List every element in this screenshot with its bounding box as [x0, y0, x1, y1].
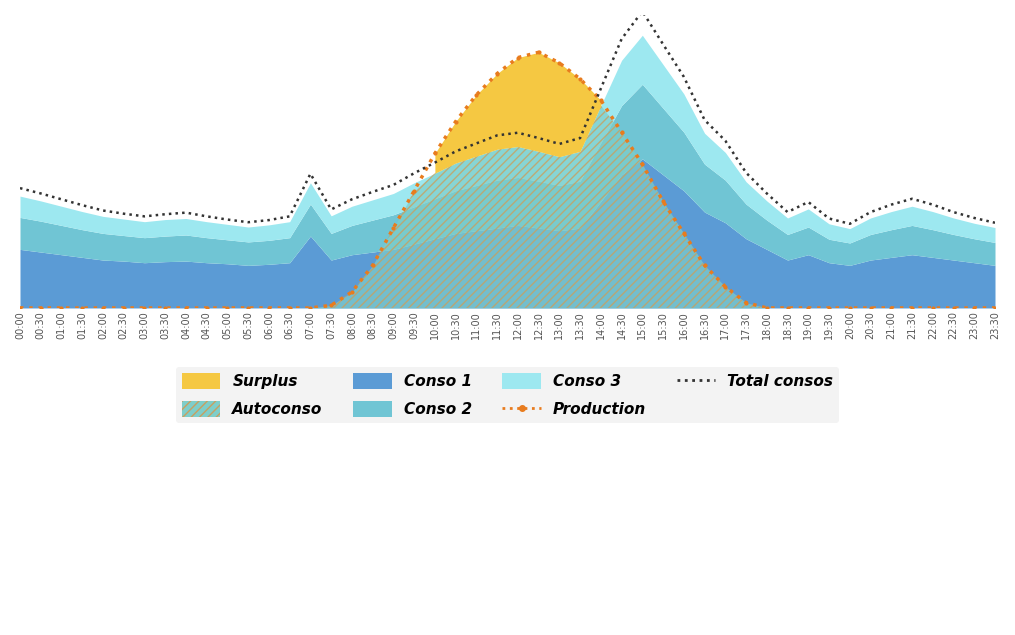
Legend: Surplus, Autoconso, Conso 1, Conso 2, Conso 3, Production, Total consos: Surplus, Autoconso, Conso 1, Conso 2, Co… [176, 367, 839, 424]
